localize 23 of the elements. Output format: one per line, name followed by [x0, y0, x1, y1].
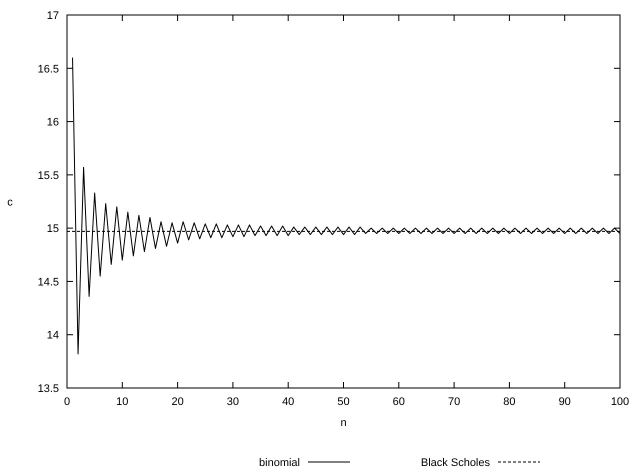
y-tick-label: 17 — [46, 10, 59, 22]
y-tick-label: 14.5 — [38, 276, 59, 288]
x-tick-label: 80 — [503, 396, 516, 408]
x-tick-label: 70 — [448, 396, 460, 408]
x-tick-label: 10 — [116, 396, 128, 408]
x-tick-label: 40 — [282, 396, 294, 408]
x-tick-label: 50 — [337, 396, 350, 408]
y-tick-label: 14 — [46, 330, 59, 342]
y-axis-title: c — [7, 196, 14, 208]
y-tick-label: 16.5 — [38, 63, 59, 76]
legend-label: binomial — [259, 457, 300, 469]
x-tick-label: 100 — [610, 396, 630, 408]
y-tick-label: 13.5 — [38, 383, 59, 395]
x-tick-label: 0 — [64, 396, 70, 408]
y-tick-label: 15.5 — [38, 170, 59, 182]
y-tick-label: 16 — [46, 116, 59, 129]
y-tick-label: 15 — [46, 223, 59, 236]
x-tick-label: 60 — [392, 396, 405, 408]
x-tick-label: 90 — [558, 396, 571, 408]
x-axis-title: n — [340, 417, 347, 429]
legend-label: Black Scholes — [420, 457, 490, 469]
x-tick-label: 20 — [171, 396, 184, 408]
x-tick-label: 30 — [226, 396, 240, 408]
